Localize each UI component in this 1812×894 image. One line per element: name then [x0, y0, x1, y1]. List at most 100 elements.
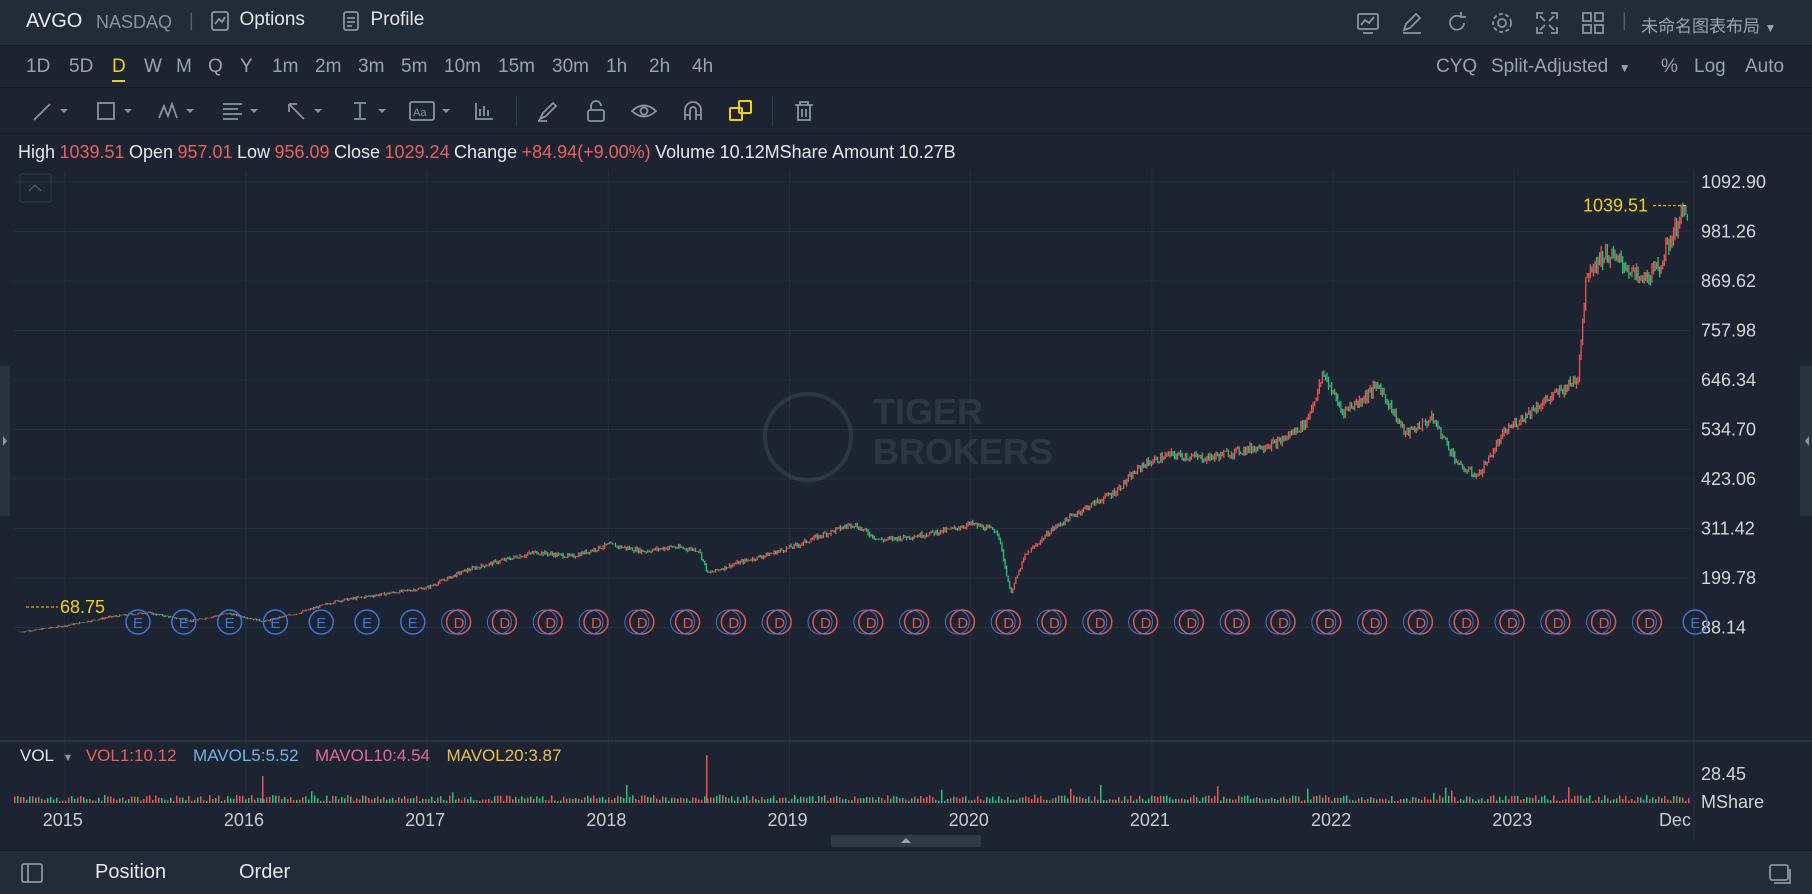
volume-bar [935, 799, 937, 803]
refresh-icon[interactable] [1444, 10, 1470, 36]
period-1h[interactable]: 1h [606, 56, 628, 77]
volume-bar [758, 800, 760, 803]
volume-bar [1184, 799, 1186, 803]
arrow-tool-icon[interactable] [284, 98, 326, 124]
volume-bar [464, 797, 466, 803]
drawing-toolbar: Aa [0, 88, 1812, 134]
volume-bar [215, 797, 217, 803]
volume-selector[interactable]: VOL [20, 746, 55, 765]
sidebar-toggle-icon[interactable] [20, 862, 44, 884]
bar-pattern-tool-icon[interactable] [471, 98, 497, 124]
period-q[interactable]: Q [208, 56, 223, 77]
volume-bar [326, 795, 328, 803]
volume-bar [260, 798, 262, 803]
link-icon[interactable] [727, 98, 755, 124]
unlock-icon[interactable] [583, 98, 609, 124]
period-3m[interactable]: 3m [358, 56, 385, 77]
volume-bar [746, 795, 748, 803]
layout-name-dropdown[interactable]: 未命名图表布局 ▼ [1641, 12, 1776, 37]
settings-gear-icon[interactable] [1489, 10, 1515, 36]
collapse-button[interactable] [19, 173, 52, 203]
volume-bar [293, 800, 295, 803]
auto-button[interactable]: Auto [1745, 56, 1785, 77]
eye-icon[interactable] [630, 98, 658, 124]
volume-bar [341, 796, 343, 803]
rectangle-tool-icon[interactable] [94, 98, 136, 124]
volume-bar [248, 798, 250, 803]
y-tick-label: 869.62 [1701, 271, 1756, 291]
period-m[interactable]: M [176, 56, 192, 77]
period-2h[interactable]: 2h [649, 56, 671, 77]
volume-bar [491, 800, 493, 803]
volume-bar [485, 799, 487, 803]
adjust-dropdown[interactable]: Split-Adjusted ▼ [1491, 56, 1631, 78]
price-chart[interactable]: TIGER BROKERS 1092.90 981.26 869.62 757.98 6… [0, 170, 1812, 850]
tab-order[interactable]: Order [239, 861, 291, 883]
event-marker-ring [624, 609, 650, 635]
measure-tool-icon[interactable] [348, 98, 390, 124]
cyq-button[interactable]: CYQ [1436, 56, 1478, 77]
period-d[interactable]: D [112, 56, 126, 77]
period-4h[interactable]: 4h [692, 56, 714, 77]
period-5m[interactable]: 5m [401, 56, 428, 77]
volume-bar [1469, 796, 1471, 803]
profile-button[interactable]: Profile [340, 9, 424, 33]
volume-bar [1109, 798, 1111, 803]
volume-bar [1541, 796, 1543, 803]
volume-bar [503, 800, 505, 803]
fibonacci-tool-icon[interactable] [220, 98, 262, 124]
period-2m[interactable]: 2m [315, 56, 342, 77]
volume-bar [914, 796, 916, 803]
period-5d[interactable]: 5D [69, 56, 94, 77]
volume-bar [1523, 798, 1525, 803]
volume-bar [1238, 795, 1240, 803]
chevron-down-icon[interactable]: ▼ [62, 752, 74, 764]
volume-bar [1187, 799, 1189, 803]
event-marker-label: D [912, 615, 923, 632]
text-tool-icon[interactable]: Aa [408, 98, 452, 124]
period-1d[interactable]: 1D [26, 56, 51, 77]
fullscreen-icon[interactable] [1534, 10, 1560, 36]
trash-icon[interactable] [791, 98, 817, 124]
period-15m[interactable]: 15m [498, 56, 535, 77]
volume-bar [308, 799, 310, 803]
volume-bar [905, 799, 907, 803]
indicator-chart-icon[interactable] [1355, 10, 1381, 36]
pattern-tool-icon[interactable] [156, 98, 198, 124]
volume-bar [1214, 795, 1216, 803]
magnet-icon[interactable] [680, 98, 706, 124]
chat-icon[interactable] [1768, 862, 1792, 884]
brush-tool-icon[interactable] [535, 98, 561, 124]
volume-bar [1082, 798, 1084, 803]
draw-edit-icon[interactable] [1399, 10, 1425, 36]
options-button[interactable]: Options [209, 9, 305, 33]
trend-line-tool-icon[interactable] [30, 98, 72, 124]
volume-bar [1598, 796, 1600, 803]
open-value: 957.01 [177, 142, 233, 162]
period-10m[interactable]: 10m [444, 56, 481, 77]
volume-bar [635, 798, 637, 803]
volume-bar [56, 797, 58, 803]
period-1m[interactable]: 1m [272, 56, 299, 77]
event-marker-ring [715, 609, 741, 635]
event-marker [995, 609, 1021, 635]
period-30m[interactable]: 30m [552, 56, 589, 77]
volume-bar [800, 796, 802, 803]
symbol-label[interactable]: AVGO [26, 10, 83, 32]
volume-bar [1004, 799, 1006, 803]
volume-bar [167, 800, 169, 803]
volume-bar [1478, 799, 1480, 803]
tab-position[interactable]: Position [95, 861, 167, 883]
volume-bar [1055, 797, 1057, 803]
period-w[interactable]: W [144, 56, 162, 77]
volume-bar [188, 795, 190, 803]
volume-bar [425, 799, 427, 803]
percent-button[interactable]: % [1661, 56, 1678, 77]
event-marker-label: D [454, 615, 465, 632]
volume-bar [230, 798, 232, 803]
volume-bar [1508, 799, 1510, 803]
volume-bar [53, 799, 55, 803]
layout-grid-icon[interactable] [1580, 10, 1606, 36]
log-button[interactable]: Log [1694, 56, 1726, 77]
period-y[interactable]: Y [240, 56, 253, 77]
